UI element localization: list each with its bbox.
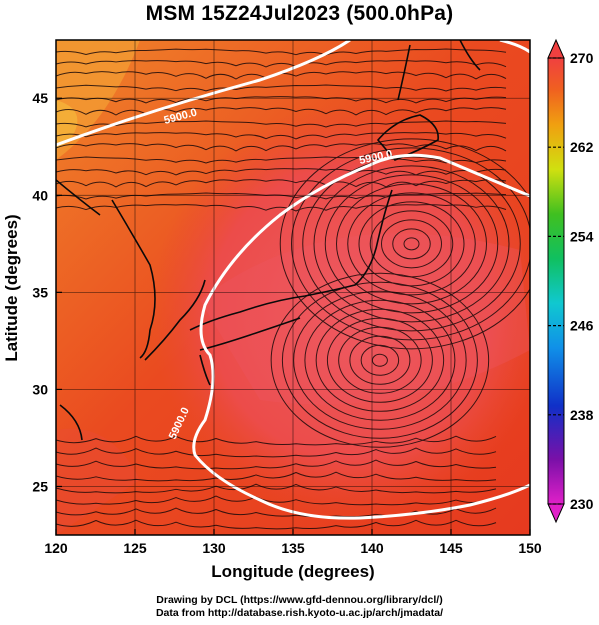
- temperature-field: 5900.0 5900.0 5900.0: [56, 40, 530, 535]
- streamline: [56, 84, 507, 92]
- streamline: [56, 471, 497, 482]
- vortex-streamline: [281, 281, 478, 439]
- chart-title: MSM 15Z24Jul2023 (500.0hPa): [145, 2, 454, 25]
- y-axis-title: Latitude (degrees): [2, 214, 21, 361]
- vortex-streamline: [358, 201, 465, 287]
- contour-5900: [56, 40, 530, 520]
- colorbar-tick-label: 254: [570, 228, 594, 244]
- streamline: [56, 519, 497, 530]
- streamline: [56, 168, 507, 176]
- vortex-streamline: [403, 237, 420, 251]
- y-tick-label: 30: [32, 381, 48, 397]
- streamline: [56, 179, 507, 188]
- streamline: [56, 132, 507, 140]
- y-tick-label: 25: [32, 478, 48, 494]
- x-tick-label: 150: [518, 540, 542, 556]
- grid-lines: [56, 40, 530, 535]
- vortex-streamline: [304, 299, 456, 421]
- colorbar-tick-label: 262: [570, 139, 594, 155]
- vortex-streamline: [349, 335, 411, 385]
- x-axis-title: Longitude (degrees): [211, 562, 374, 581]
- y-tick-label: 40: [32, 187, 48, 203]
- vortex-streamline: [315, 308, 445, 412]
- coastline: [56, 40, 481, 441]
- credit-drawing: Drawing by DCL (https://www.gfd-dennou.o…: [156, 594, 443, 606]
- vortex-streamline: [270, 272, 490, 448]
- vortex-streamline: [336, 183, 487, 305]
- colorbar-tick-label: 230: [570, 496, 594, 512]
- x-tick-label: 130: [202, 540, 226, 556]
- colorbar-tick-label: 246: [570, 318, 594, 334]
- vortex-streamline: [302, 156, 521, 332]
- y-axis: 25 30 35 40 45: [32, 90, 62, 494]
- x-tick-label: 135: [281, 540, 305, 556]
- x-axis: 120 125 130 135 140 145 150: [44, 529, 542, 556]
- credit-data: Data from http://database.rish.kyoto-u.a…: [155, 607, 444, 619]
- streamline: [56, 459, 497, 470]
- streamline: [56, 60, 507, 68]
- vortex-streamline: [324, 174, 499, 314]
- x-tick-label: 145: [439, 540, 463, 556]
- streamline: [56, 447, 497, 458]
- colorbar-min-triangle: [547, 503, 565, 524]
- streamline: [56, 143, 507, 152]
- vortex-streamline: [291, 147, 530, 341]
- vortex-streamline: [381, 219, 442, 269]
- vortex-streamline: [326, 317, 433, 403]
- colorbar-gradient: [547, 57, 565, 505]
- streamline: [56, 96, 507, 104]
- streamline: [56, 483, 497, 494]
- vortex-streamline: [347, 192, 476, 296]
- x-tick-label: 140: [360, 540, 384, 556]
- vortex-streamline: [360, 344, 400, 376]
- x-tick-label: 125: [123, 540, 147, 556]
- y-tick-label: 45: [32, 90, 48, 106]
- colorbar-tick-label: 270: [570, 50, 594, 66]
- credits: Drawing by DCL (https://www.gfd-dennou.o…: [0, 594, 599, 620]
- streamline: [56, 156, 507, 164]
- colorbar: 270 262 254 246 238 230: [547, 38, 594, 524]
- vortex-streamline: [279, 138, 530, 350]
- colorbar-max-triangle: [547, 38, 565, 59]
- x-tick-label: 120: [44, 540, 68, 556]
- streamline: [56, 48, 507, 56]
- vortex-streamline: [313, 165, 510, 323]
- streamline: [56, 435, 497, 446]
- streamline: [56, 107, 507, 116]
- vortex-streamline: [293, 290, 467, 430]
- colorbar-tick-label: 238: [570, 407, 594, 423]
- y-tick-label: 35: [32, 284, 48, 300]
- streamline: [56, 495, 497, 506]
- vortex-streamline: [338, 326, 422, 394]
- vortex-streamline: [392, 228, 431, 260]
